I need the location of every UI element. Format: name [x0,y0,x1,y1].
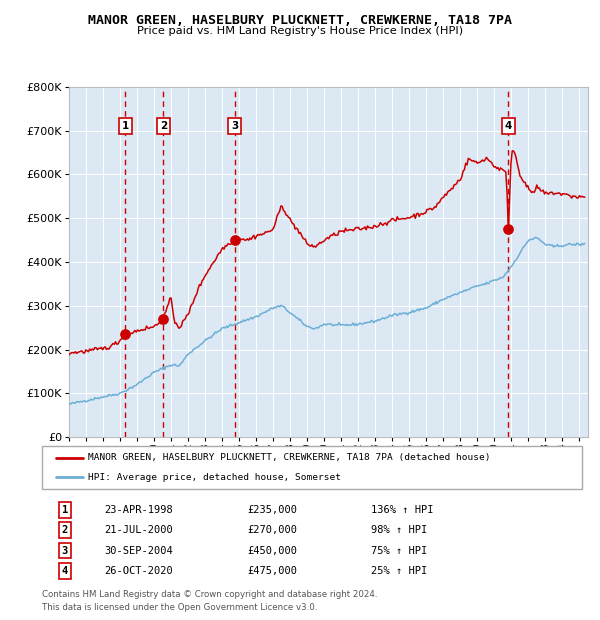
Text: 30-SEP-2004: 30-SEP-2004 [104,546,173,556]
Text: £475,000: £475,000 [247,566,297,576]
Text: 1: 1 [62,505,68,515]
Point [158,314,168,324]
Text: Contains HM Land Registry data © Crown copyright and database right 2024.: Contains HM Land Registry data © Crown c… [42,590,377,600]
Text: 3: 3 [62,546,68,556]
Text: 75% ↑ HPI: 75% ↑ HPI [371,546,428,556]
Text: 2: 2 [160,121,167,131]
Text: 21-JUL-2000: 21-JUL-2000 [104,525,173,535]
Text: £270,000: £270,000 [247,525,297,535]
Text: This data is licensed under the Open Government Licence v3.0.: This data is licensed under the Open Gov… [42,603,317,612]
Point [503,224,513,234]
Text: 4: 4 [505,121,512,131]
Text: MANOR GREEN, HASELBURY PLUCKNETT, CREWKERNE, TA18 7PA (detached house): MANOR GREEN, HASELBURY PLUCKNETT, CREWKE… [88,453,490,463]
Point [121,329,130,339]
Text: 23-APR-1998: 23-APR-1998 [104,505,173,515]
Text: HPI: Average price, detached house, Somerset: HPI: Average price, detached house, Some… [88,472,341,482]
Text: 25% ↑ HPI: 25% ↑ HPI [371,566,428,576]
Text: 98% ↑ HPI: 98% ↑ HPI [371,525,428,535]
Text: Price paid vs. HM Land Registry's House Price Index (HPI): Price paid vs. HM Land Registry's House … [137,26,463,36]
Text: 136% ↑ HPI: 136% ↑ HPI [371,505,434,515]
Text: 4: 4 [62,566,68,576]
Text: 3: 3 [231,121,239,131]
Text: 26-OCT-2020: 26-OCT-2020 [104,566,173,576]
Text: £450,000: £450,000 [247,546,297,556]
Point [230,235,240,245]
Text: 2: 2 [62,525,68,535]
Text: MANOR GREEN, HASELBURY PLUCKNETT, CREWKERNE, TA18 7PA: MANOR GREEN, HASELBURY PLUCKNETT, CREWKE… [88,14,512,27]
Text: 1: 1 [122,121,129,131]
Text: £235,000: £235,000 [247,505,297,515]
